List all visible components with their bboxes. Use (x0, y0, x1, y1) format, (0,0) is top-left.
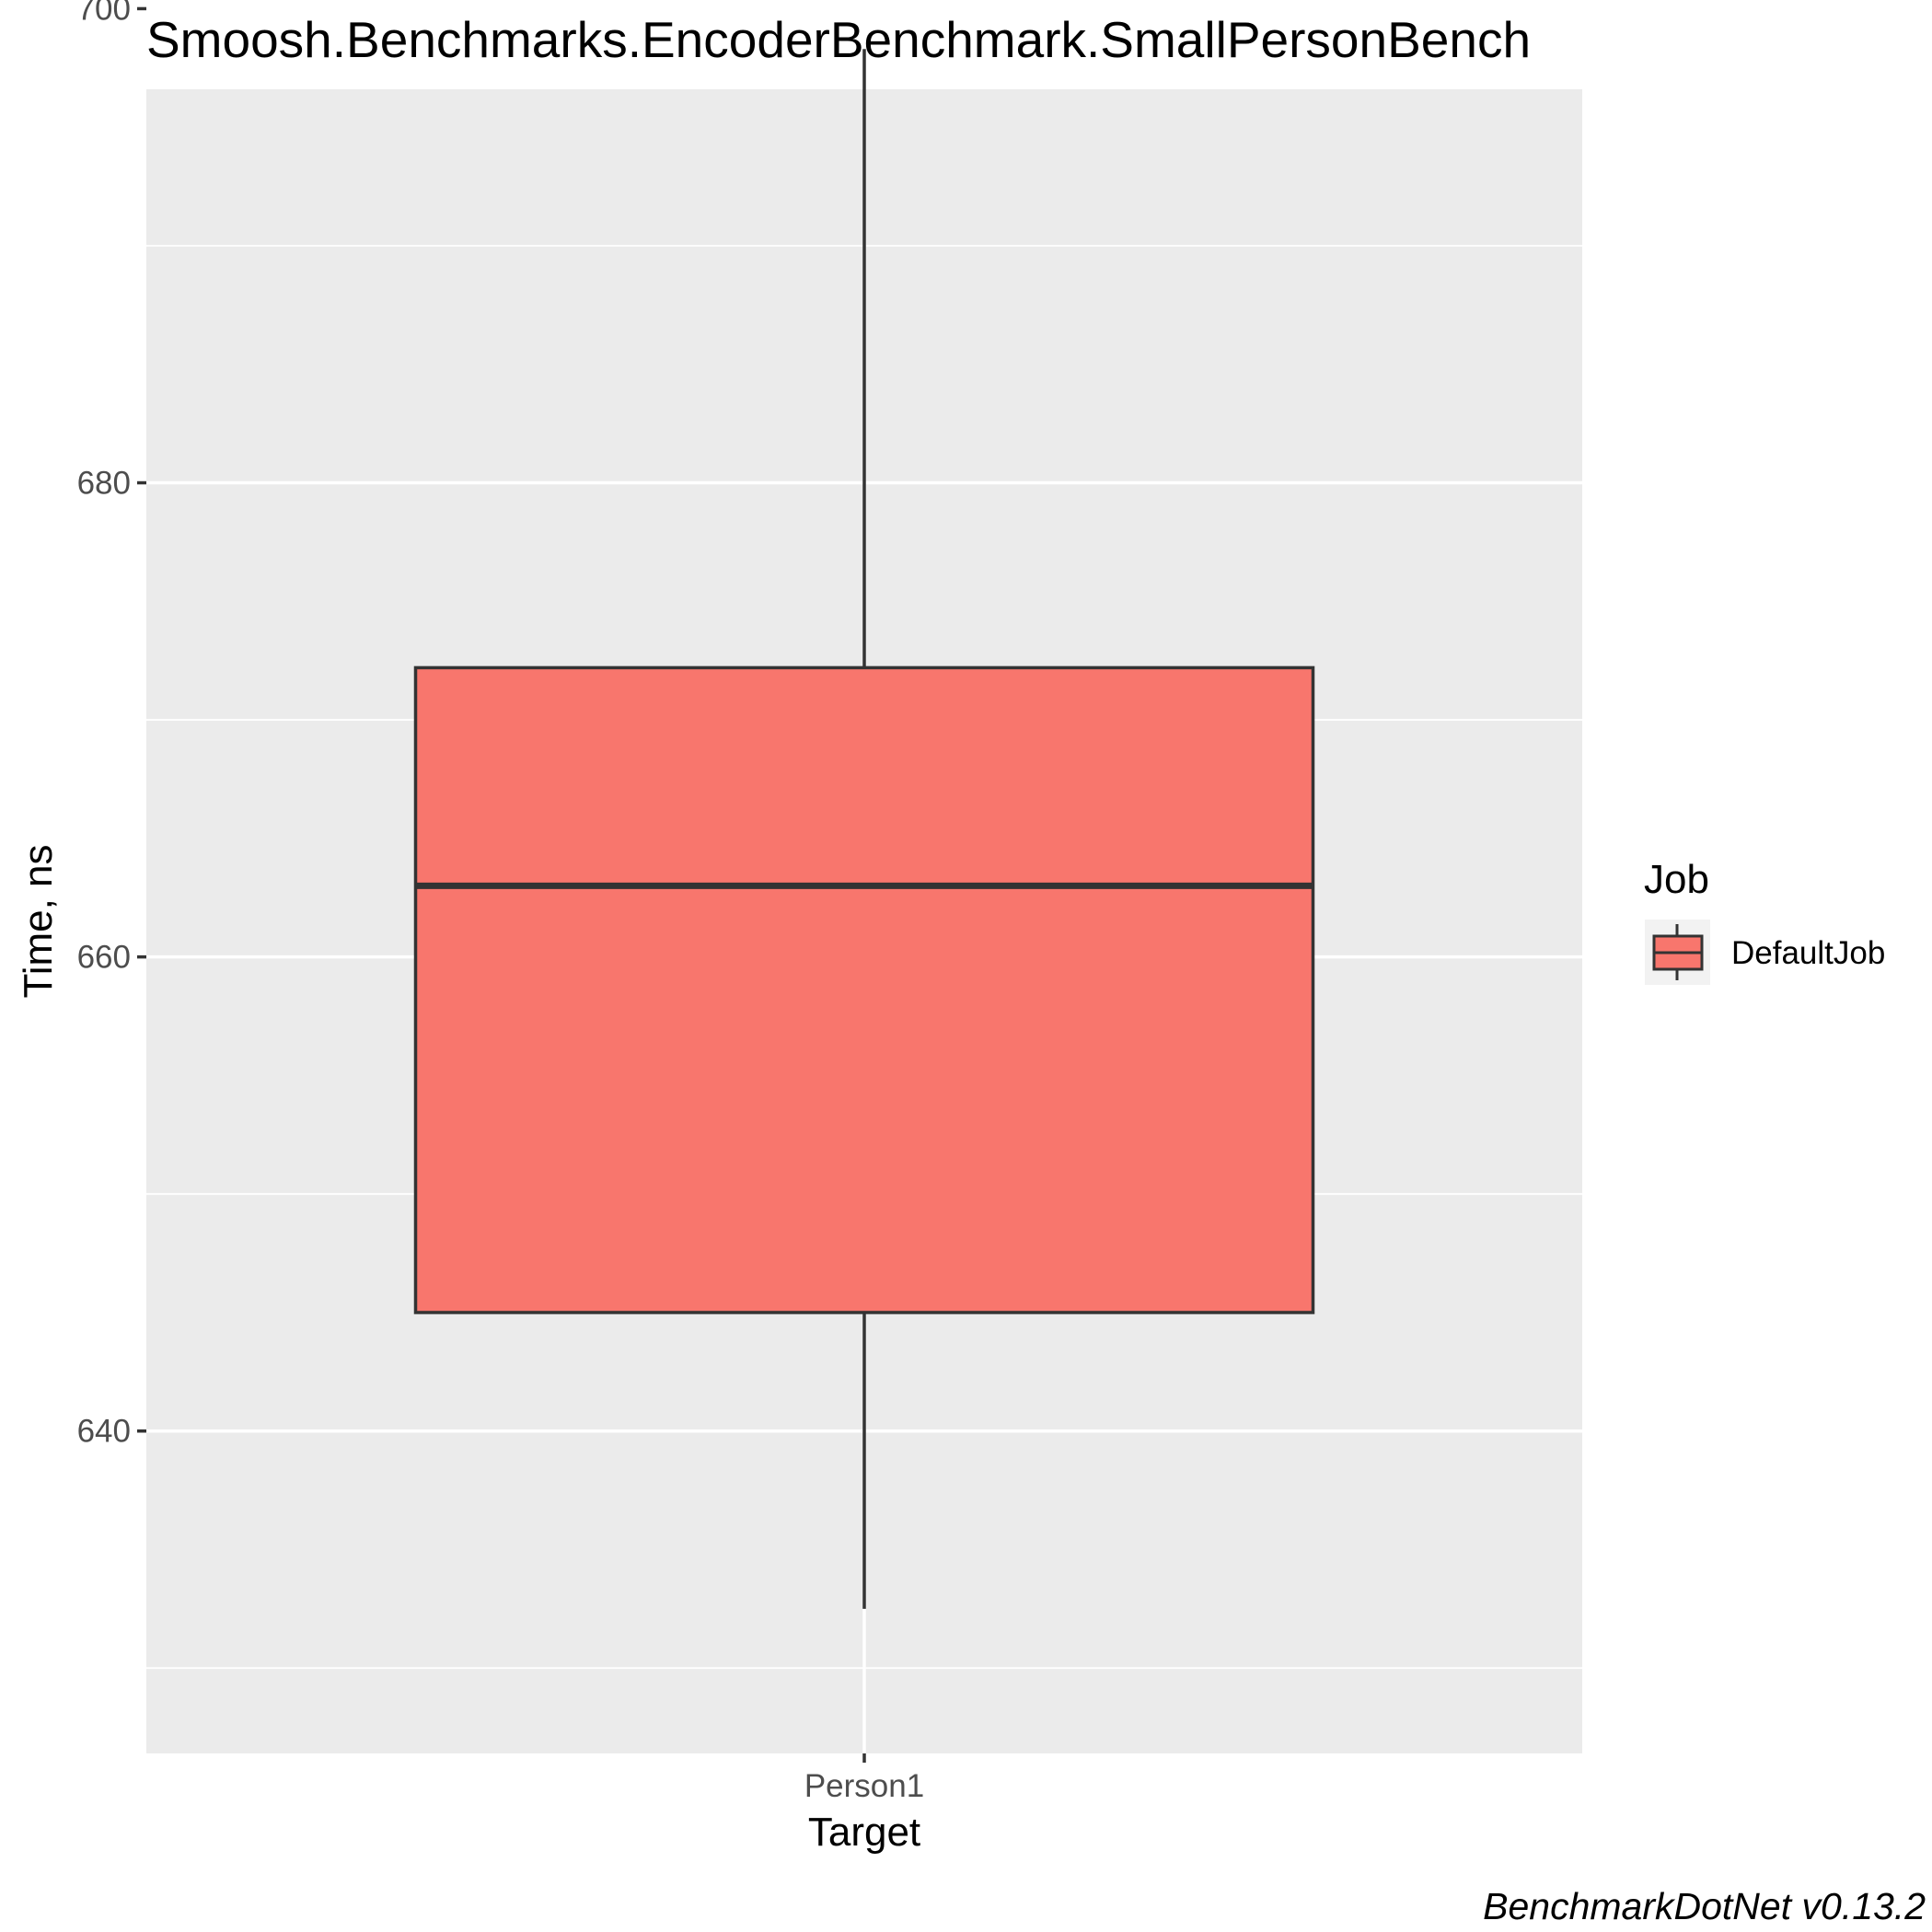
x-tick-label: Person1 (804, 1768, 924, 1804)
legend-title: Job (1644, 857, 1709, 902)
y-tick-label: 700 (77, 0, 131, 27)
legend: Job DefaultJob (1644, 857, 1885, 985)
legend-label-defaultjob: DefaultJob (1731, 935, 1885, 971)
box-iqr (413, 665, 1315, 1314)
y-axis: 640 660 680 700 (77, 0, 146, 1450)
y-tick-label: 660 (77, 940, 131, 976)
caption: BenchmarkDotNet v0.13.2 (1483, 1885, 1926, 1927)
y-axis-title: Time, ns (16, 844, 61, 998)
chart-title: Smoosh.Benchmarks.EncoderBenchmark.Small… (146, 11, 1531, 68)
x-axis-title: Target (808, 1810, 920, 1855)
y-tick-label: 640 (77, 1414, 131, 1450)
y-tick-label: 680 (77, 466, 131, 502)
box-person1 (413, 49, 1315, 1609)
box-layer (413, 49, 1315, 1609)
x-axis: Person1 (804, 1753, 924, 1804)
